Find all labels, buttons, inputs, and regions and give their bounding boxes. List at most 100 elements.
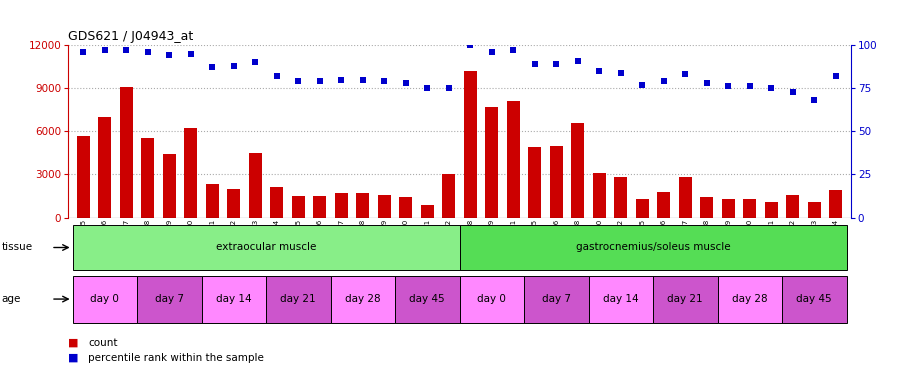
Text: day 21: day 21	[280, 294, 316, 304]
Bar	[270, 188, 283, 218]
Point	[76, 49, 91, 55]
Point	[399, 80, 413, 86]
Point	[248, 59, 263, 65]
Bar	[485, 107, 499, 218]
Point	[377, 78, 391, 84]
Text: day 14: day 14	[216, 294, 251, 304]
Bar	[592, 173, 606, 217]
Bar	[266, 276, 330, 322]
Bar	[137, 276, 201, 322]
Bar	[399, 197, 412, 217]
Bar	[442, 174, 455, 217]
Bar	[460, 225, 846, 270]
Point	[184, 51, 198, 57]
Text: gastrocnemius/soleus muscle: gastrocnemius/soleus muscle	[576, 243, 731, 252]
Text: extraocular muscle: extraocular muscle	[216, 243, 317, 252]
Bar	[378, 195, 390, 217]
Text: day 45: day 45	[410, 294, 445, 304]
Bar	[120, 87, 133, 218]
Point	[571, 57, 585, 63]
Bar	[73, 225, 460, 270]
Point	[506, 47, 521, 53]
Point	[828, 73, 843, 79]
Bar	[248, 153, 262, 218]
Point	[420, 85, 435, 91]
Point	[227, 63, 241, 69]
Bar	[420, 205, 434, 218]
Bar	[524, 276, 589, 322]
Bar	[722, 199, 734, 217]
Bar	[464, 71, 477, 217]
Bar	[185, 128, 197, 217]
Text: day 45: day 45	[796, 294, 832, 304]
Point	[700, 80, 714, 86]
Bar	[550, 146, 562, 218]
Bar	[718, 276, 782, 322]
Point	[269, 73, 284, 79]
Bar	[743, 199, 756, 217]
Point	[484, 49, 499, 55]
Text: ■: ■	[68, 338, 79, 348]
Bar	[529, 147, 541, 218]
Bar	[786, 195, 799, 217]
Bar	[335, 193, 348, 217]
Point	[592, 68, 607, 74]
Point	[549, 61, 563, 67]
Point	[613, 70, 628, 76]
Point	[785, 88, 800, 94]
Point	[312, 78, 327, 84]
Point	[463, 42, 478, 48]
Text: tissue: tissue	[2, 243, 33, 252]
Point	[119, 47, 134, 53]
Text: day 0: day 0	[478, 294, 506, 304]
Bar	[73, 276, 137, 322]
Point	[162, 53, 177, 58]
Bar	[76, 136, 90, 218]
Bar	[636, 199, 649, 217]
Bar	[701, 197, 713, 217]
Text: day 28: day 28	[732, 294, 768, 304]
Text: day 28: day 28	[345, 294, 380, 304]
Text: day 14: day 14	[603, 294, 639, 304]
Point	[807, 97, 822, 103]
Bar	[589, 276, 653, 322]
Bar	[330, 276, 395, 322]
Point	[721, 83, 735, 89]
Point	[140, 49, 155, 55]
Text: percentile rank within the sample: percentile rank within the sample	[88, 353, 264, 363]
Point	[205, 64, 219, 70]
Point	[441, 85, 456, 91]
Text: GDS621 / J04943_at: GDS621 / J04943_at	[68, 30, 194, 43]
Point	[528, 61, 542, 67]
Bar	[657, 192, 671, 217]
Point	[656, 78, 671, 84]
Bar	[653, 276, 718, 322]
Text: count: count	[88, 338, 117, 348]
Bar	[679, 177, 692, 218]
Bar	[614, 177, 627, 218]
Point	[291, 78, 306, 84]
Point	[764, 85, 779, 91]
Point	[635, 82, 650, 88]
Text: age: age	[2, 294, 21, 304]
Bar	[571, 123, 584, 218]
Point	[743, 83, 757, 89]
Text: day 7: day 7	[541, 294, 571, 304]
Bar	[201, 276, 266, 322]
Text: day 7: day 7	[155, 294, 184, 304]
Bar	[507, 101, 520, 217]
Bar	[357, 193, 369, 217]
Bar	[764, 202, 778, 217]
Point	[678, 71, 693, 77]
Bar	[141, 138, 155, 218]
Text: day 0: day 0	[90, 294, 119, 304]
Bar	[163, 154, 176, 218]
Text: day 21: day 21	[668, 294, 703, 304]
Bar	[228, 189, 240, 218]
Bar	[292, 196, 305, 217]
Bar	[206, 184, 218, 218]
Point	[356, 76, 370, 82]
Bar	[829, 190, 843, 217]
Bar	[808, 202, 821, 217]
Text: ■: ■	[68, 353, 79, 363]
